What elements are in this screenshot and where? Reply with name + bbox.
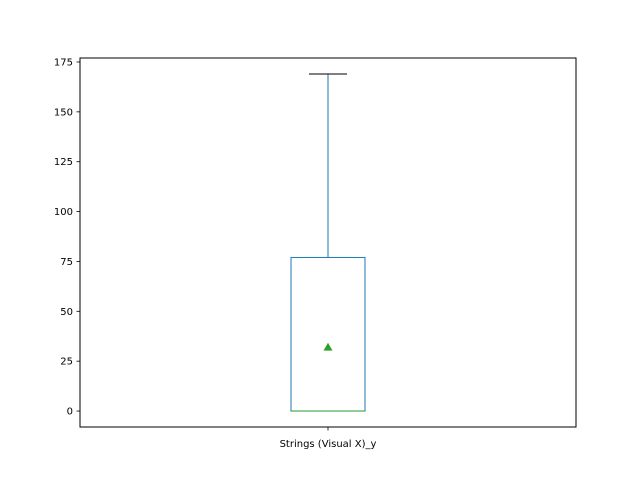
y-tick-label: 125 — [54, 157, 73, 168]
plot-area-frame — [79, 57, 577, 428]
y-tick-label: 25 — [60, 357, 73, 368]
y-axis-ticks: 0 25 50 75 100 125 150 175 — [54, 57, 80, 418]
y-tick-label: 50 — [60, 307, 73, 318]
y-tick-label: 175 — [54, 57, 73, 68]
y-tick-label: 0 — [67, 407, 73, 418]
x-tick-label: Strings (Visual X)_y — [280, 439, 377, 450]
y-tick-label: 150 — [54, 107, 73, 118]
mean-marker — [323, 342, 333, 351]
box-series — [290, 73, 366, 412]
y-tick-label: 75 — [60, 257, 73, 268]
y-tick-label: 100 — [54, 207, 73, 218]
x-axis-ticks: Strings (Visual X)_y — [280, 427, 377, 450]
